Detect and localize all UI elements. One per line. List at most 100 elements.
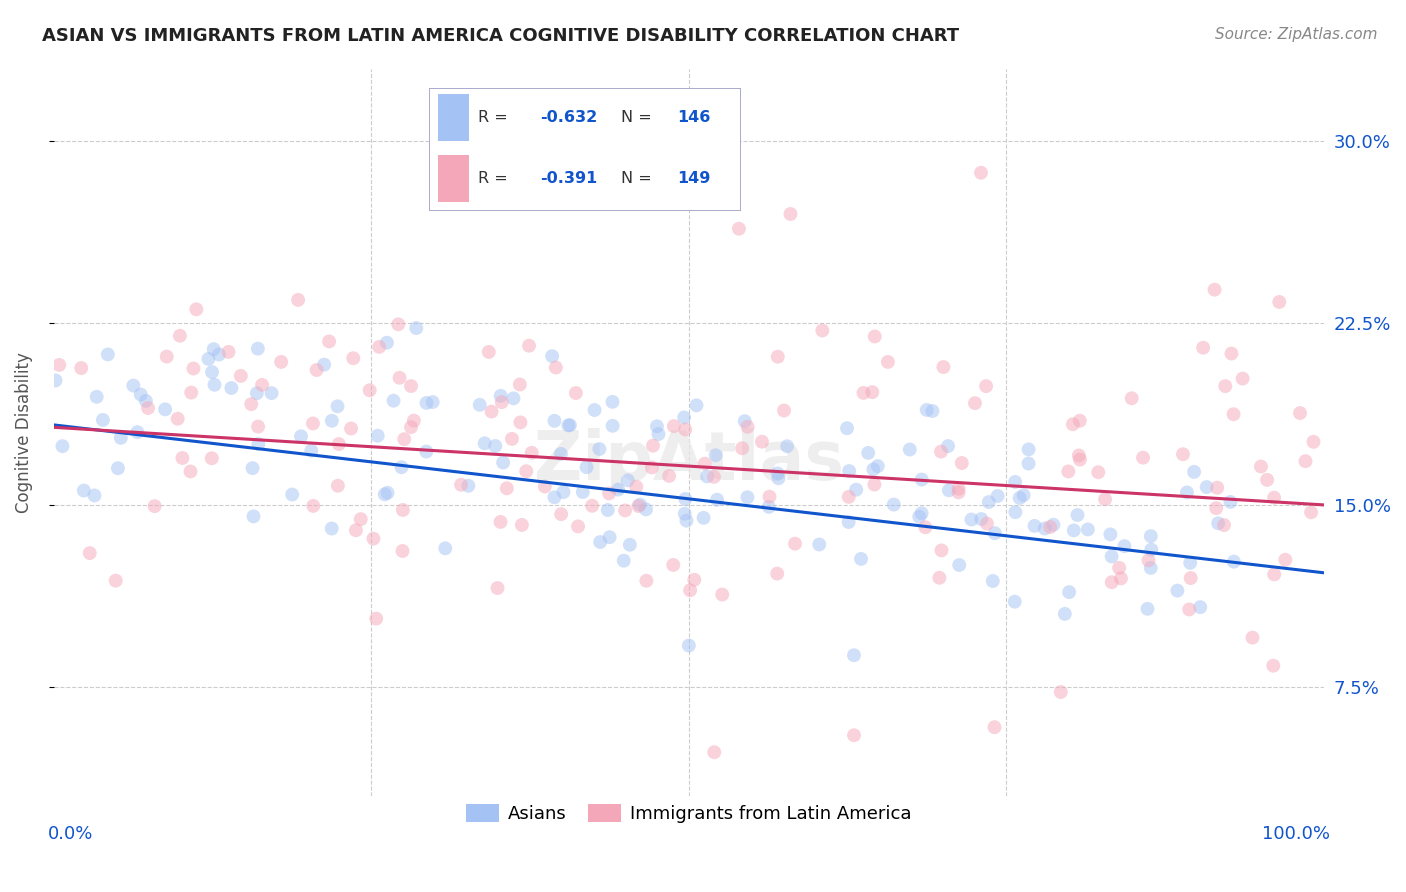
Point (704, 448, 727, 462)
Point (1132, 450, 1154, 465)
Point (91, 413, 114, 427)
Point (948, 485, 970, 500)
Point (645, 419, 668, 434)
Point (728, 221, 751, 235)
Point (1066, 508, 1088, 522)
Point (186, 302, 208, 317)
Point (1263, 658, 1285, 673)
Point (246, 386, 269, 401)
Point (734, 414, 756, 428)
Point (673, 507, 696, 521)
Point (703, 470, 725, 484)
Point (838, 515, 860, 529)
Point (911, 473, 934, 487)
Point (172, 450, 194, 465)
Point (166, 411, 188, 425)
Point (1087, 465, 1109, 479)
Point (481, 404, 503, 418)
Point (983, 720, 1005, 734)
Point (731, 442, 754, 456)
Point (399, 420, 422, 434)
Point (486, 581, 509, 595)
Point (976, 516, 998, 531)
Point (302, 417, 325, 431)
Point (711, 588, 734, 602)
Point (290, 429, 312, 443)
Point (1189, 600, 1212, 615)
Point (607, 483, 630, 497)
Point (1232, 371, 1254, 385)
Point (1299, 505, 1322, 519)
Point (673, 410, 696, 425)
Text: 0.0%: 0.0% (48, 825, 93, 843)
Point (779, 207, 801, 221)
Point (766, 566, 789, 581)
Point (344, 523, 367, 537)
Point (1108, 561, 1130, 575)
Point (314, 358, 336, 372)
Point (970, 512, 993, 526)
Point (1223, 555, 1246, 569)
Point (136, 401, 159, 415)
Point (1024, 519, 1046, 533)
Point (842, 648, 865, 663)
Point (1263, 491, 1285, 505)
Point (1171, 447, 1194, 461)
Point (948, 558, 970, 572)
Point (543, 414, 565, 428)
Point (1004, 475, 1026, 489)
Point (110, 431, 132, 445)
Point (218, 345, 240, 359)
Point (367, 428, 389, 442)
Point (1114, 539, 1136, 553)
Point (326, 479, 349, 493)
Point (768, 471, 790, 485)
Point (208, 347, 231, 361)
Point (1241, 631, 1264, 645)
Point (1140, 542, 1163, 557)
Point (589, 535, 612, 549)
Point (391, 460, 413, 475)
Point (838, 490, 860, 504)
Point (567, 519, 589, 533)
Point (751, 434, 773, 449)
Point (706, 492, 728, 507)
Point (783, 537, 806, 551)
Point (450, 477, 472, 491)
Point (468, 398, 491, 412)
Point (515, 464, 537, 478)
Point (135, 393, 157, 408)
Point (242, 509, 264, 524)
Y-axis label: Cognitive Disability: Cognitive Disability (15, 351, 32, 513)
Point (394, 432, 416, 446)
Point (1109, 571, 1132, 585)
Point (915, 403, 938, 417)
Point (281, 487, 304, 501)
Point (970, 166, 993, 180)
Point (1033, 521, 1056, 535)
Point (1263, 567, 1285, 582)
Point (558, 418, 581, 433)
Point (402, 414, 425, 428)
Point (1192, 341, 1215, 355)
Point (617, 474, 640, 488)
Point (229, 368, 252, 383)
Point (250, 378, 273, 392)
Point (1004, 595, 1026, 609)
Point (883, 498, 905, 512)
Point (1042, 517, 1064, 532)
Point (583, 403, 606, 417)
Point (495, 481, 517, 495)
Point (662, 419, 685, 434)
Point (1077, 523, 1099, 537)
Point (366, 612, 388, 626)
Point (675, 514, 697, 528)
Point (737, 490, 759, 504)
Point (363, 532, 385, 546)
Point (613, 554, 636, 568)
Point (1101, 549, 1123, 564)
Point (626, 480, 648, 494)
Point (948, 482, 970, 496)
Point (1049, 685, 1071, 699)
Point (856, 446, 879, 460)
